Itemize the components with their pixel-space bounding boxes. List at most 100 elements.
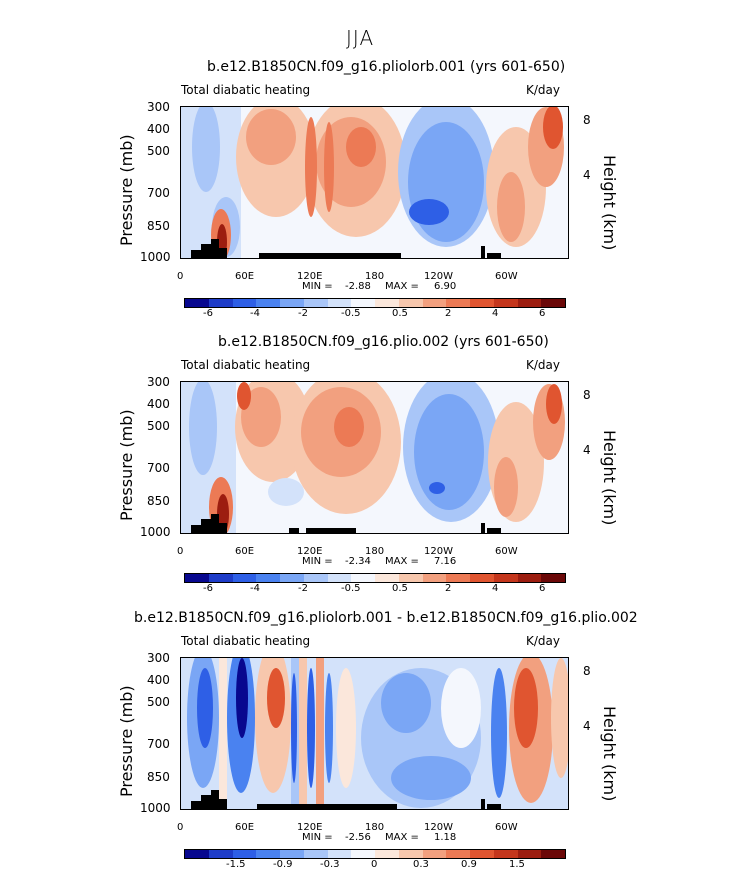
y-axis-right-label: Height (km) bbox=[600, 706, 619, 802]
colorbar-tick: -0.9 bbox=[273, 859, 293, 870]
colorbar-swatch bbox=[375, 850, 399, 858]
y-axis-label: Pressure (mb) bbox=[117, 409, 136, 521]
colorbar-swatch bbox=[208, 299, 233, 307]
x-tick: 0 bbox=[177, 822, 184, 833]
x-tick: 60E bbox=[235, 546, 255, 557]
field-warm-column bbox=[316, 658, 324, 809]
y-tick: 850 bbox=[147, 770, 170, 784]
x-tick: 180 bbox=[365, 822, 385, 833]
colorbar-swatch bbox=[446, 850, 470, 858]
colorbar-tick: 0.5 bbox=[392, 308, 408, 319]
min-label: MIN = bbox=[302, 281, 333, 292]
y-axis-label: Pressure (mb) bbox=[117, 134, 136, 246]
colorbar-swatch bbox=[327, 299, 352, 307]
heatmap-svg bbox=[181, 107, 568, 258]
colorbar-swatch bbox=[398, 574, 423, 582]
units-label: K/day bbox=[526, 83, 560, 97]
colorbar-tick: 6 bbox=[539, 583, 546, 594]
colorbar-swatch bbox=[303, 850, 328, 858]
colorbar-swatch bbox=[517, 850, 542, 858]
colorbar-swatch bbox=[351, 574, 375, 582]
colorbar-tick: -6 bbox=[203, 583, 213, 594]
terrain-mask bbox=[481, 246, 485, 258]
colorbar-tick: -4 bbox=[250, 583, 260, 594]
x-tick: 60W bbox=[495, 546, 518, 557]
height-tick: 4 bbox=[583, 168, 591, 182]
field-cool-core bbox=[192, 107, 220, 192]
colorbar-swatch bbox=[232, 850, 257, 858]
units-label: K/day bbox=[526, 634, 560, 648]
y-tick: 500 bbox=[147, 695, 170, 709]
colorbar-swatch bbox=[303, 574, 328, 582]
max-value: 6.90 bbox=[434, 281, 457, 292]
field-warm-core bbox=[267, 668, 285, 728]
colorbar-tick: 0.5 bbox=[392, 583, 408, 594]
terrain-mask bbox=[481, 799, 485, 809]
field-warm-core bbox=[497, 172, 525, 242]
colorbar-tick: -4 bbox=[250, 308, 260, 319]
field-cool-core bbox=[189, 382, 217, 475]
field-cool-core bbox=[391, 756, 471, 800]
colorbar-swatch bbox=[446, 574, 470, 582]
terrain-mask bbox=[306, 528, 356, 533]
variable-label: Total diabatic heating bbox=[181, 634, 311, 648]
terrain-mask bbox=[289, 528, 299, 533]
colorbar-swatch bbox=[327, 574, 352, 582]
field-warm-peak bbox=[346, 127, 376, 167]
y-tick: 300 bbox=[147, 651, 170, 665]
height-tick: 8 bbox=[583, 664, 591, 678]
min-label: MIN = bbox=[302, 556, 333, 567]
field-cool-peak bbox=[236, 658, 248, 738]
field-cool-core bbox=[408, 122, 484, 242]
colorbar bbox=[184, 849, 566, 859]
colorbar-swatch bbox=[493, 850, 518, 858]
max-label: MAX = bbox=[385, 832, 419, 843]
colorbar-swatch bbox=[422, 299, 447, 307]
heatmap-svg bbox=[181, 658, 568, 809]
y-tick: 300 bbox=[147, 375, 170, 389]
colorbar-swatch bbox=[280, 299, 304, 307]
colorbar-tick: -0.3 bbox=[320, 859, 340, 870]
x-tick: 120W bbox=[424, 546, 453, 557]
panel-title: b.e12.B1850CN.f09_g16.pliolorb.001 - b.e… bbox=[134, 610, 638, 626]
y-axis-right-label: Height (km) bbox=[600, 430, 619, 526]
y-tick: 500 bbox=[147, 419, 170, 433]
min-label: MIN = bbox=[302, 832, 333, 843]
field-warm-core bbox=[494, 457, 518, 517]
x-tick: 60E bbox=[235, 271, 255, 282]
y-tick: 700 bbox=[147, 461, 170, 475]
y-tick: 500 bbox=[147, 144, 170, 158]
terrain-mask bbox=[481, 523, 485, 533]
field-warm-peak bbox=[334, 407, 364, 447]
y-axis-label: Pressure (mb) bbox=[117, 685, 136, 797]
height-tick: 8 bbox=[583, 113, 591, 127]
field-cool-core bbox=[325, 673, 333, 783]
colorbar-swatch bbox=[280, 850, 304, 858]
colorbar-swatch bbox=[327, 850, 352, 858]
colorbar-tick: 2 bbox=[445, 308, 452, 319]
x-tick: 120E bbox=[297, 271, 323, 282]
panel-title: b.e12.B1850CN.f09_g16.pliolorb.001 (yrs … bbox=[207, 59, 566, 75]
colorbar-tick: -2 bbox=[298, 583, 308, 594]
field-warm-core bbox=[246, 109, 296, 165]
heatmap-plot bbox=[180, 381, 569, 534]
colorbar-swatch bbox=[375, 299, 399, 307]
field-cool-core bbox=[414, 394, 484, 510]
colorbar-tick: -6 bbox=[203, 308, 213, 319]
height-tick: 8 bbox=[583, 388, 591, 402]
height-tick: 4 bbox=[583, 443, 591, 457]
x-tick: 180 bbox=[365, 271, 385, 282]
x-tick: 60E bbox=[235, 822, 255, 833]
y-tick: 400 bbox=[147, 397, 170, 411]
y-tick: 300 bbox=[147, 100, 170, 114]
height-tick: 4 bbox=[583, 719, 591, 733]
heatmap-svg bbox=[181, 382, 568, 533]
colorbar-swatch bbox=[375, 574, 399, 582]
x-tick: 180 bbox=[365, 546, 385, 557]
colorbar-swatch bbox=[493, 299, 518, 307]
x-tick: 120W bbox=[424, 822, 453, 833]
colorbar bbox=[184, 298, 566, 308]
field-cool-core bbox=[197, 668, 213, 748]
colorbar-swatch bbox=[493, 574, 518, 582]
x-tick: 120E bbox=[297, 822, 323, 833]
